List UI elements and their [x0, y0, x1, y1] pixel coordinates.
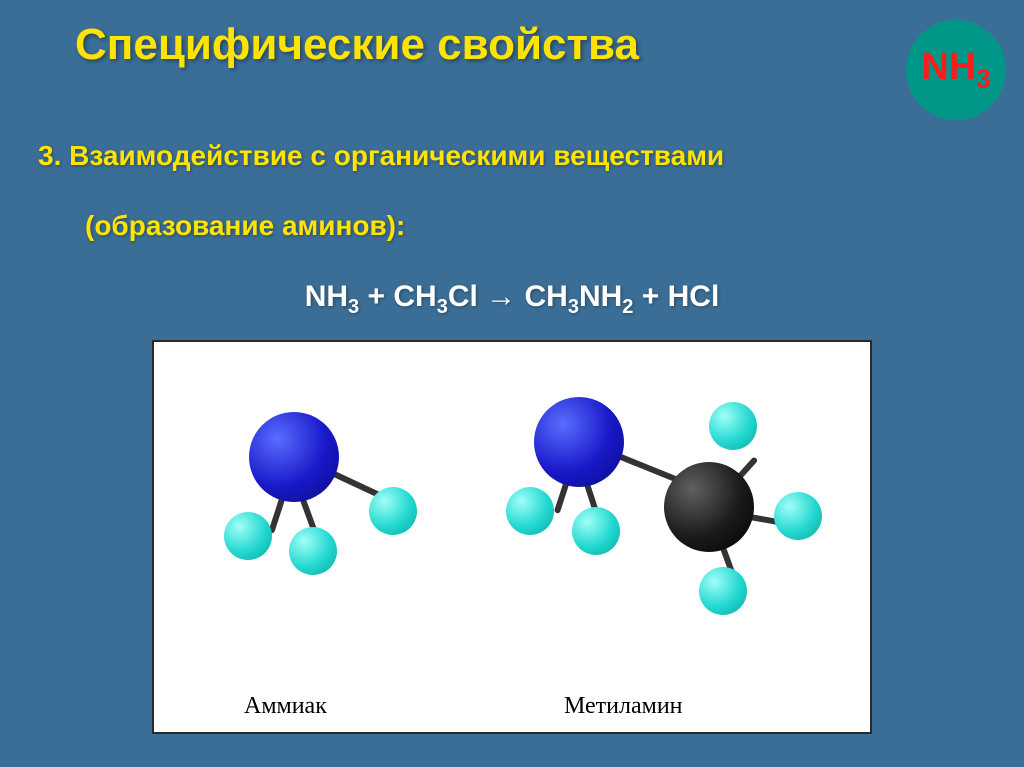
label-ammonia: Аммиак [244, 693, 327, 720]
atom-carbon [664, 462, 754, 552]
molecule-figure: Аммиак Метиламин [152, 340, 872, 734]
atom-hydrogen [289, 527, 337, 575]
section-heading: 3. Взаимодействие с органическими вещест… [38, 140, 724, 172]
atom-hydrogen [699, 567, 747, 615]
atom-nitrogen [249, 412, 339, 502]
atom-hydrogen [572, 507, 620, 555]
atom-hydrogen [506, 487, 554, 535]
atom-hydrogen [774, 492, 822, 540]
bond [615, 452, 678, 482]
page-title: Специфические свойства [75, 20, 639, 70]
chemical-equation: NH3 + CH3Cl → CH3NH2 + HCl [0, 280, 1024, 319]
formula-badge: NH3 [906, 20, 1006, 120]
atom-hydrogen [369, 487, 417, 535]
atom-hydrogen [709, 402, 757, 450]
section-subheading: (образование аминов): [85, 210, 405, 242]
atom-nitrogen [534, 397, 624, 487]
badge-formula: NH3 [921, 46, 990, 95]
atom-hydrogen [224, 512, 272, 560]
label-methylamine: Метиламин [564, 693, 683, 720]
